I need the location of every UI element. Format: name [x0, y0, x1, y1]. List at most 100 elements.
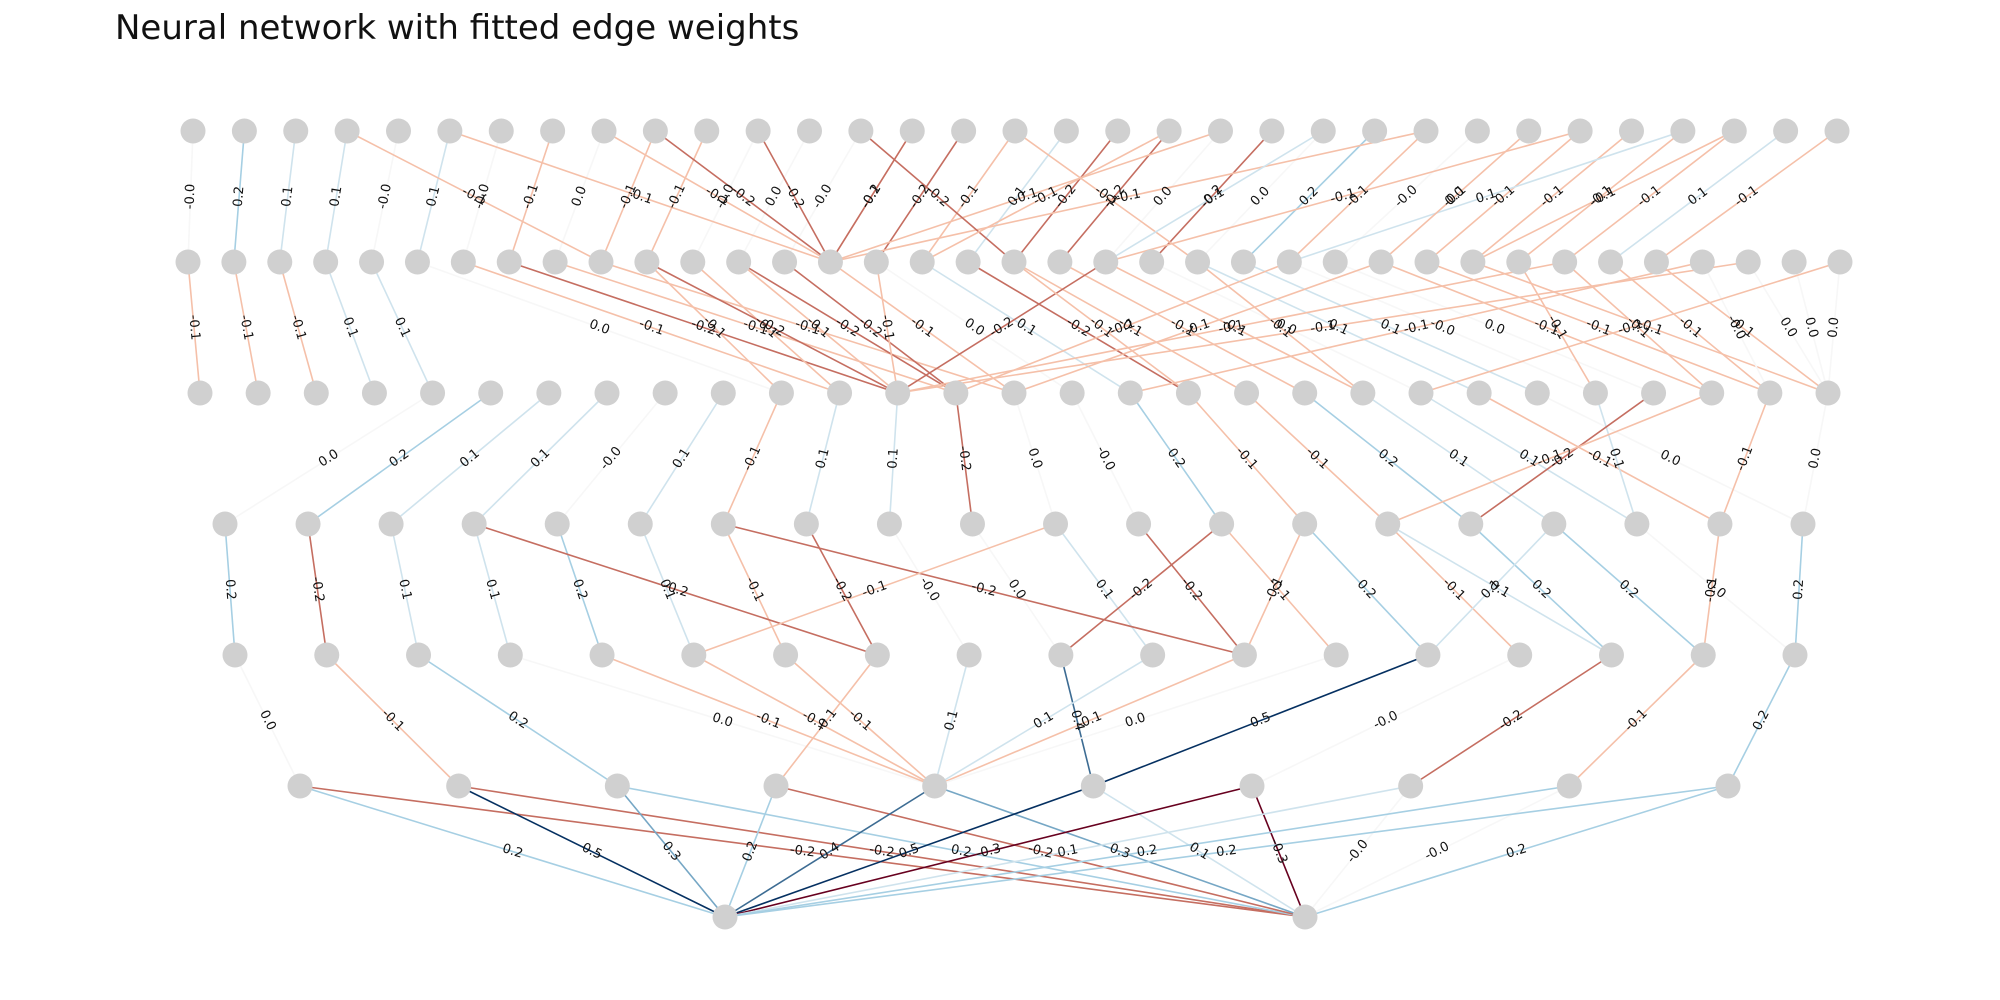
- edge-74: [1334, 261, 1654, 394]
- edge-weight-label-153: 0.2: [1791, 579, 1807, 601]
- edge-143: [971, 523, 1062, 656]
- edge-181: [458, 785, 726, 918]
- node-l4-0: [222, 642, 248, 668]
- node-l3-16: [1541, 511, 1567, 537]
- edge-6: [462, 130, 503, 263]
- edge-68: [1059, 261, 1306, 394]
- edge-weight-label-91: -0.1: [1217, 318, 1245, 338]
- node-l0-11: [745, 118, 771, 144]
- edge-weight-label-4: -0.0: [375, 183, 395, 211]
- edge-weight-label-171: 0.1: [1031, 709, 1056, 733]
- edge-42: [860, 130, 1015, 263]
- edge-weight-label-109: -0.0: [1093, 444, 1118, 473]
- edge-weight-label-107: -0.2: [955, 445, 973, 472]
- edge-weight-label-142: -0.0: [916, 575, 942, 604]
- edge-112: [1246, 392, 1389, 525]
- node-l1-36: [1827, 249, 1853, 275]
- node-l3-19: [1790, 511, 1816, 537]
- edge-169: [933, 654, 970, 787]
- node-l5-6: [1239, 773, 1265, 799]
- node-l1-1: [221, 249, 247, 275]
- edge-8: [554, 130, 605, 263]
- edge-weight-label-182: -0.2: [868, 842, 895, 861]
- edge-85: [1827, 261, 1841, 394]
- edge-39: [1105, 130, 1581, 263]
- node-l0-0: [180, 118, 206, 144]
- node-l1-28: [1460, 249, 1486, 275]
- edge-189: [724, 785, 1094, 918]
- edge-31: [1610, 130, 1787, 263]
- node-l2-16: [1117, 380, 1143, 406]
- node-l3-17: [1624, 511, 1650, 537]
- node-l1-20: [1093, 249, 1119, 275]
- node-l4-6: [773, 642, 799, 668]
- nodes-group: [175, 118, 1853, 930]
- edge-157: [1243, 523, 1306, 656]
- node-l5-7: [1398, 773, 1424, 799]
- edge-140: [722, 523, 787, 656]
- edge-weight-label-98: 0.0: [316, 447, 342, 471]
- edge-weight-label-104: -0.1: [740, 444, 764, 473]
- node-l1-6: [450, 249, 476, 275]
- edge-25: [1334, 130, 1478, 263]
- node-l3-12: [1209, 511, 1235, 537]
- node-l3-7: [793, 511, 819, 537]
- edge-188: [934, 785, 1306, 918]
- edge-3: [324, 130, 348, 263]
- node-l2-24: [1582, 380, 1608, 406]
- edge-weight-label-106: 0.1: [885, 448, 901, 470]
- edge-weight-label-135: -0.2: [308, 576, 326, 603]
- edge-34: [757, 130, 832, 263]
- node-l2-27: [1757, 380, 1783, 406]
- edge-198: [1304, 785, 1729, 918]
- edge-weight-label-95: -0.1: [1087, 314, 1116, 341]
- node-l0-2: [283, 118, 309, 144]
- edge-weight-label-32: -0.1: [1732, 183, 1761, 210]
- node-l3-6: [710, 511, 736, 537]
- edge-168: [775, 654, 878, 787]
- node-l3-3: [461, 511, 487, 537]
- edge-weight-label-0: -0.0: [183, 184, 199, 210]
- node-l1-32: [1643, 249, 1669, 275]
- node-l1-12: [726, 249, 752, 275]
- node-l0-30: [1721, 118, 1747, 144]
- edge-174: [1093, 654, 1429, 787]
- node-l2-10: [768, 380, 794, 406]
- edge-weight-label-141: -0.2: [829, 575, 854, 604]
- edge-weight-label-121: -0.1: [1733, 444, 1756, 473]
- edge-weight-label-189: 0.5: [897, 841, 922, 862]
- edge-weight-label-117: 0.0: [1658, 447, 1683, 470]
- edge-79: [1564, 261, 1713, 394]
- edge-weight-label-30: -0.1: [1635, 183, 1664, 210]
- node-l1-5: [404, 249, 430, 275]
- edge-weight-label-145: -0.2: [1178, 575, 1206, 604]
- node-l1-17: [955, 249, 981, 275]
- edge-147: [1304, 523, 1429, 656]
- edge-weight-label-55: -0.1: [637, 316, 666, 339]
- node-l3-1: [295, 511, 321, 537]
- node-l0-3: [334, 118, 360, 144]
- edge-59: [646, 261, 782, 394]
- edge-weight-label-108: 0.0: [1024, 446, 1045, 470]
- edge-weight-label-83: 0.0: [1776, 315, 1800, 340]
- edge-weight-label-8: 0.0: [569, 184, 590, 209]
- node-l2-2: [303, 380, 329, 406]
- edge-96: [1197, 261, 1364, 394]
- edge-weight-label-198: 0.2: [1504, 841, 1528, 861]
- edge-weight-label-63: -0.1: [908, 314, 937, 341]
- node-l6-1: [1292, 904, 1318, 930]
- node-l2-18: [1234, 380, 1260, 406]
- edge-16: [921, 130, 1016, 263]
- node-l3-10: [1043, 511, 1069, 537]
- edge-171: [934, 654, 1154, 787]
- edge-weight-label-99: 0.2: [387, 446, 413, 470]
- node-l1-24: [1276, 249, 1302, 275]
- node-l4-10: [1140, 642, 1166, 668]
- edge-weight-label-58: -0.1: [793, 317, 822, 339]
- edge-101: [473, 392, 608, 525]
- node-l1-2: [267, 249, 293, 275]
- edge-117: [1536, 392, 1804, 525]
- node-l1-31: [1598, 249, 1624, 275]
- edge-weight-label-53: 0.1: [391, 315, 413, 340]
- node-l5-8: [1556, 773, 1582, 799]
